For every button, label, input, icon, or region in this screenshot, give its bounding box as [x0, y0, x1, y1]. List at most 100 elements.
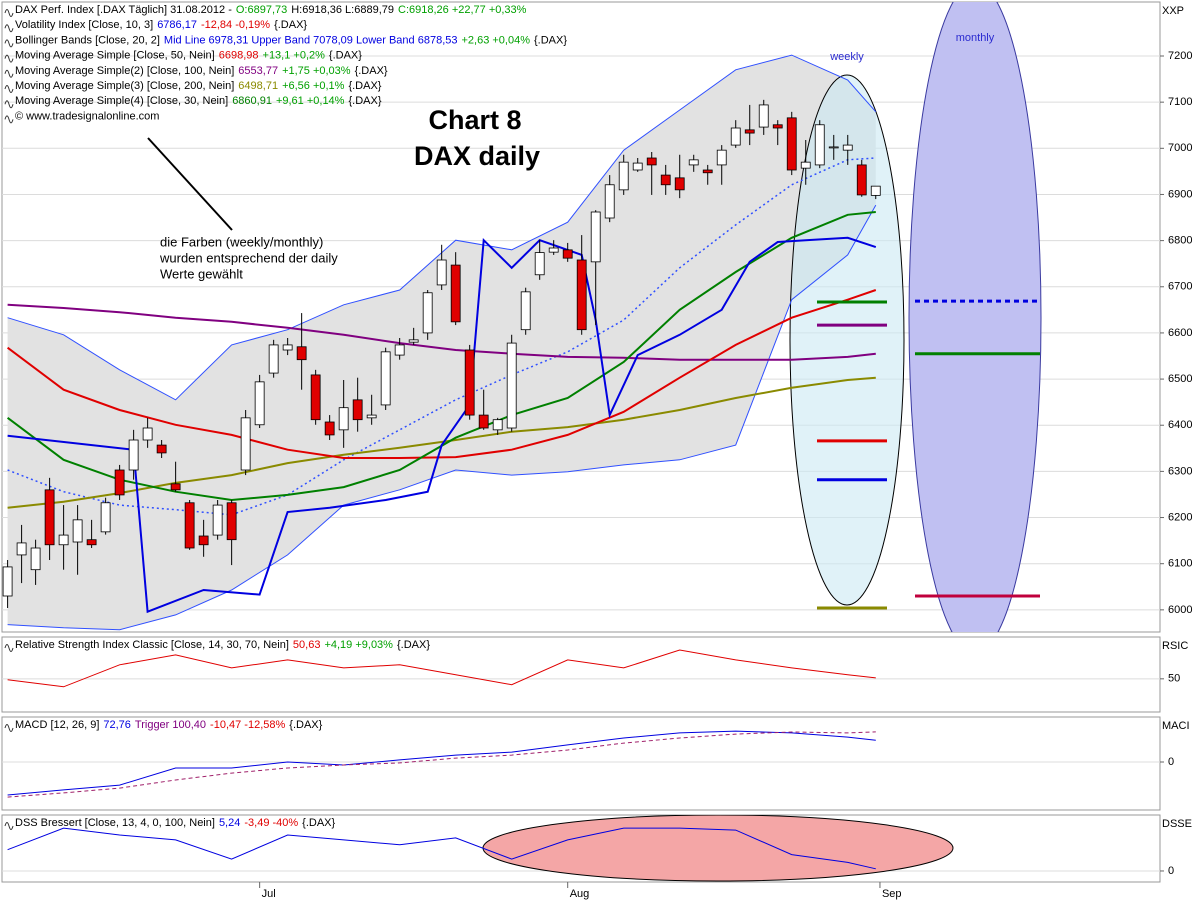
header-part: +9,61 +0,14% [276, 95, 345, 107]
candle-body [548, 247, 559, 253]
header-part: Moving Average Simple [Close, 50, Nein] [15, 50, 215, 62]
band-fill [7, 55, 876, 630]
y-tick-label: 50 [1168, 673, 1180, 685]
header-part: {.DAX} [302, 817, 335, 829]
line-icon [4, 85, 14, 93]
header-part: {.DAX} [329, 50, 362, 62]
line-icon [4, 724, 14, 732]
annotation: weekly [829, 51, 864, 63]
candle-body [170, 483, 181, 491]
line-icon [4, 644, 14, 652]
axis-label: RSIC [1162, 640, 1188, 652]
header-part: {.DAX} [274, 19, 307, 31]
header-part: DSS Bressert [Close, 13, 4, 0, 100, Nein… [15, 817, 215, 829]
header-line: Moving Average Simple(3) [Close, 200, Ne… [15, 80, 382, 92]
indicator-line [7, 54, 877, 401]
candle-body [870, 185, 881, 196]
candle-body [184, 502, 195, 549]
candle-body [72, 519, 83, 543]
dss-highlight-group [482, 815, 954, 882]
candle-body [338, 407, 349, 431]
candle-body [604, 184, 615, 219]
candle-body [226, 502, 237, 541]
candle-body [590, 211, 601, 263]
header-part: Mid Line 6978,31 Upper Band 7078,09 Lowe… [164, 34, 458, 46]
candle-body [786, 117, 797, 171]
candle-body [758, 104, 769, 128]
candle-body [394, 344, 405, 356]
candle-body [240, 417, 251, 471]
axis-label: XXP [1162, 5, 1184, 17]
line-icon [4, 39, 14, 48]
line-icon [4, 69, 14, 78]
header-part: 72,76 [103, 719, 131, 731]
candle-body [772, 124, 783, 129]
candle-body [450, 264, 461, 323]
header-part: 5,24 [219, 817, 240, 829]
y-tick-label: 7200 [1168, 50, 1192, 62]
annotation: wurden entsprechend der daily [159, 250, 338, 265]
header-part: Volatility Index [Close, 10, 3] [15, 19, 153, 31]
line-icon [4, 822, 14, 830]
candle-body [114, 469, 125, 496]
candle-body [562, 249, 573, 259]
header-part: {.DAX} [348, 80, 381, 92]
y-tick-label: 6100 [1168, 558, 1192, 570]
header-line: DSS Bressert [Close, 13, 4, 0, 100, Nein… [15, 817, 336, 829]
header-line: Volatility Index [Close, 10, 3] 6786,17 -1… [15, 19, 307, 31]
header-part: H:6918,36 L:6889,79 [291, 4, 394, 16]
candle-body [212, 504, 223, 536]
candle-body [44, 489, 55, 546]
header-part: +6,56 +0,1% [282, 80, 345, 92]
axis-label: DSSE [1162, 818, 1192, 830]
header-part: {.DAX} [348, 95, 381, 107]
header-part: 6860,91 [232, 95, 272, 107]
weekly-ellipse [789, 74, 905, 606]
header-part: Moving Average Simple(3) [Close, 200, Ne… [15, 80, 234, 92]
y-tick-label: 6800 [1168, 235, 1192, 247]
front-layer [2, 54, 881, 631]
header-part: +4,19 +9,03% [324, 639, 393, 651]
x-tick-label: Jul [262, 888, 276, 900]
candle-body [58, 534, 69, 546]
indicator-line [7, 649, 876, 688]
dss-highlight [482, 815, 954, 882]
candle-body [632, 162, 643, 171]
header-line: © www.tradesignalonline.com [15, 110, 159, 122]
candle-body [730, 127, 741, 146]
candle-body [30, 547, 41, 571]
candle-body [324, 421, 335, 436]
candle-body [520, 291, 531, 331]
header-part: Moving Average Simple(2) [Close, 100, Ne… [15, 65, 234, 77]
candle-body [688, 159, 699, 166]
candle-body [534, 252, 545, 276]
header-part: +2,63 +0,04% [461, 34, 530, 46]
candle-body [842, 144, 853, 151]
header-part: -12,84 -0,19% [201, 19, 270, 31]
candle-body [310, 374, 321, 421]
candle-body [674, 177, 685, 191]
candle-body [2, 566, 13, 597]
y-tick-label: 6200 [1168, 511, 1192, 523]
indicator-line [7, 211, 876, 502]
y-tick-label: 7000 [1168, 142, 1192, 154]
x-tick-label: Aug [570, 888, 590, 900]
candle-body [128, 439, 139, 471]
header-part: MACD [12, 26, 9] [15, 719, 99, 731]
header-part: O:6897,73 [236, 4, 287, 16]
header-part: -3,49 -40% [244, 817, 298, 829]
candle-body [646, 157, 657, 166]
header-part: 50,63 [293, 639, 321, 651]
indicator-line [7, 157, 876, 516]
y-tick-label: 6600 [1168, 327, 1192, 339]
indicator-line [7, 289, 877, 459]
header-line: DAX Perf. Index [.DAX Täglich] 31.08.201… [15, 4, 527, 16]
monthly-group [908, 2, 1042, 632]
candle-body [296, 346, 307, 361]
header-line: Moving Average Simple(2) [Close, 100, Ne… [15, 65, 388, 77]
candle-body [366, 414, 377, 419]
panel-frame [1, 636, 1161, 713]
candle-body [16, 542, 27, 556]
header-part: Relative Strength Index Classic [Close, … [15, 639, 289, 651]
indicator-line [7, 303, 876, 361]
